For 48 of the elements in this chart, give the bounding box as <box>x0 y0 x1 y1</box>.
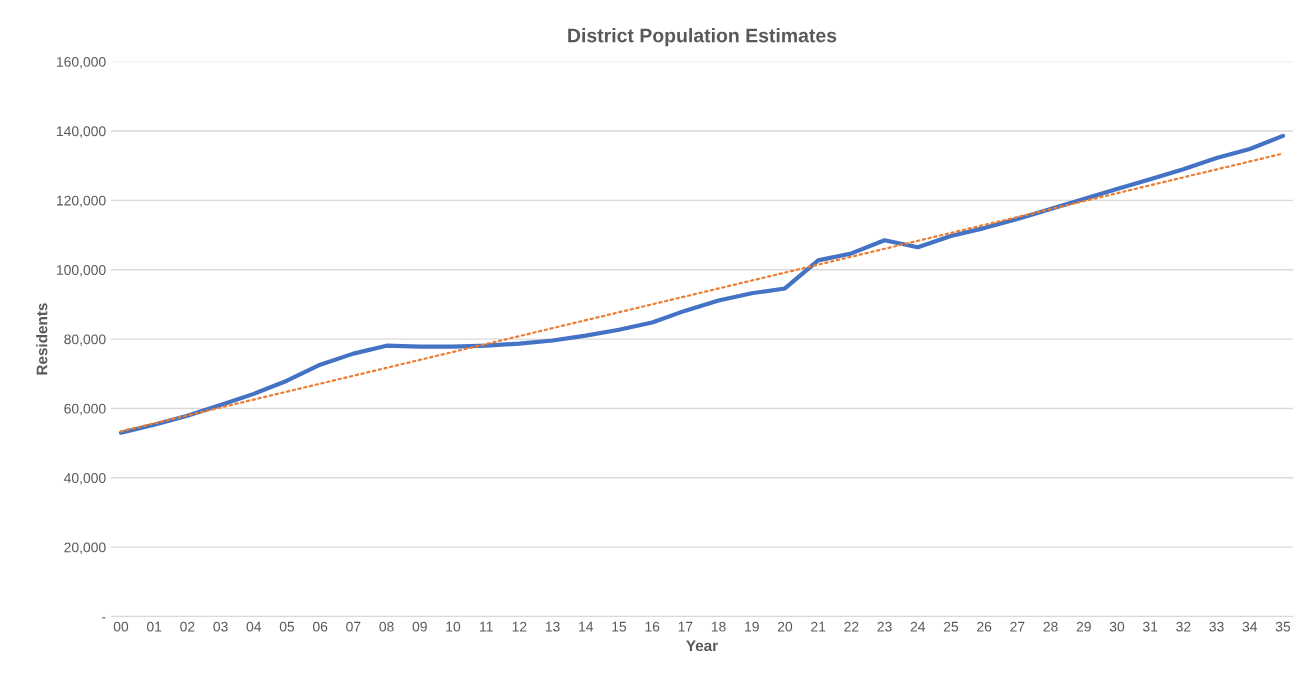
y-tick-label: 140,000 <box>57 126 106 138</box>
x-tick-label: 01 <box>146 621 162 632</box>
y-tick-label: 100,000 <box>57 265 106 277</box>
y-tick-label: 160,000 <box>57 56 106 69</box>
y-tick-label: 20,000 <box>64 542 106 554</box>
y-tick-label: - <box>102 617 106 619</box>
x-tick-label: 35 <box>1275 621 1291 632</box>
x-axis-title: Year <box>686 640 718 652</box>
x-tick-label: 22 <box>844 621 859 632</box>
x-tick-label: 20 <box>777 621 793 632</box>
x-tick-label: 17 <box>678 621 693 632</box>
x-tick-label: 34 <box>1242 621 1258 632</box>
x-tick-label: 02 <box>180 621 195 632</box>
x-tick-label: 19 <box>745 621 759 632</box>
x-tick-label: 30 <box>1109 621 1125 632</box>
x-tick-label: 25 <box>943 621 959 632</box>
x-tick-label: 32 <box>1176 621 1191 632</box>
x-tick-label: 33 <box>1209 621 1224 632</box>
y-tick-label: 120,000 <box>57 195 106 208</box>
x-tick-label: 26 <box>977 621 992 632</box>
x-tick-label: 03 <box>213 621 228 632</box>
x-tick-label: 24 <box>910 621 926 632</box>
x-tick-label: 14 <box>579 621 594 632</box>
x-tick-label: 11 <box>480 621 493 632</box>
x-tick-label: 18 <box>711 621 726 632</box>
x-tick-label: 21 <box>811 621 826 632</box>
x-tick-label: 00 <box>113 621 129 632</box>
y-axis-title: Residents <box>36 303 48 375</box>
x-tick-label: 31 <box>1142 621 1158 632</box>
x-tick-label: 13 <box>545 621 560 632</box>
x-tick-label: 09 <box>412 621 427 632</box>
x-tick-label: 27 <box>1010 621 1025 632</box>
x-tick-label: 28 <box>1043 621 1058 632</box>
x-tick-label: 08 <box>379 621 394 632</box>
x-tick-label: 15 <box>612 621 627 632</box>
x-tick-label: 06 <box>312 621 328 632</box>
x-tick-label: 29 <box>1076 621 1091 632</box>
y-tick-label: 40,000 <box>63 473 106 485</box>
y-tick-label: 80,000 <box>64 334 106 346</box>
x-tick-label: 23 <box>877 621 892 632</box>
x-tick-label: 04 <box>246 621 262 632</box>
chart-title: District Population Estimates <box>568 28 837 47</box>
x-tick-label: 05 <box>279 621 295 632</box>
y-tick-label: 60,000 <box>64 403 106 416</box>
x-tick-label: 10 <box>446 621 461 632</box>
x-tick-label: 12 <box>512 621 527 632</box>
x-tick-label: 07 <box>346 621 361 632</box>
x-tick-label: 16 <box>645 621 660 632</box>
